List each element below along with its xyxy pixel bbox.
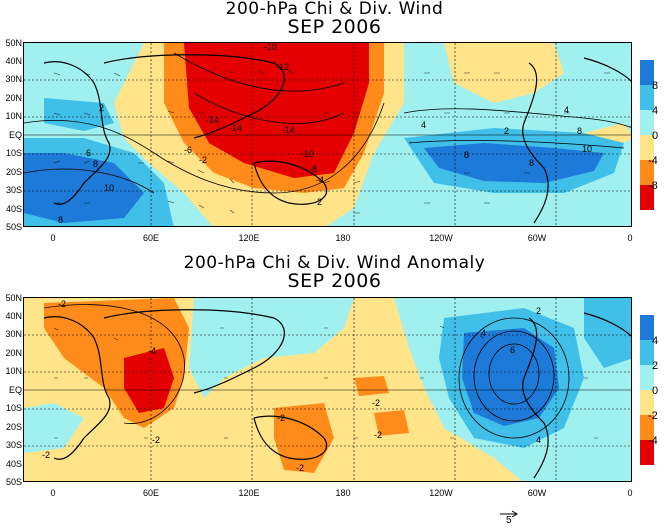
lon-label: 180 <box>335 488 351 498</box>
contour-label: 4 <box>481 328 486 338</box>
contour-label: 6 <box>510 345 515 355</box>
lat-label: 20N <box>5 348 22 358</box>
reference-vector: 5 <box>499 506 519 526</box>
lat-label: 50N <box>5 38 22 48</box>
lat-label: 20S <box>5 167 22 177</box>
panel2-contour-labels: -2 -4 -2 -2 -2 -2 -2 -2 4 6 4 2 <box>42 299 541 473</box>
lat-label: 40S <box>5 459 22 469</box>
contour-label: -10 <box>301 149 314 159</box>
contour-label: 8 <box>58 215 63 225</box>
lon-label: 0 <box>627 488 633 498</box>
contour-label: 4 <box>421 120 426 130</box>
contour-label: -8 <box>309 164 317 174</box>
contour-label: 4 <box>536 435 541 445</box>
contour-label: 8 <box>577 126 582 136</box>
contour-label: -2 <box>42 450 50 460</box>
reference-vector-label: 5 <box>506 515 512 526</box>
contour-label: -2 <box>152 435 160 445</box>
lon-label: 120W <box>429 488 453 498</box>
contour-label: 10 <box>104 183 114 193</box>
contour-label: 10 <box>582 144 592 154</box>
colorbar-label: -2 <box>648 410 658 422</box>
lon-label: 0 <box>627 233 633 243</box>
colorbar-label: 0 <box>652 385 659 397</box>
panel1-map: -10 -12 -14 -14 -14 -10 -8 -4 -2 2 6 8 1… <box>23 42 632 227</box>
contour-label: -6 <box>184 145 192 155</box>
colorbar-label: -8 <box>648 180 658 192</box>
lat-label: EQ <box>8 130 22 140</box>
panel2-title: 200-hPa Chi & Div. Wind Anomaly <box>183 253 486 273</box>
lat-label: 30S <box>5 185 22 195</box>
contour-label: -4 <box>148 346 156 356</box>
contour-label: -2 <box>58 299 66 309</box>
lon-label: 0 <box>50 233 56 243</box>
contour-label: -14 <box>282 125 295 135</box>
contour-label: -2 <box>296 463 304 473</box>
lat-label: 50S <box>5 222 22 232</box>
chi-anomaly-map: -2 -4 -2 -2 -2 -2 -2 -2 4 6 4 2 <box>24 298 631 481</box>
lon-label: 180 <box>335 233 351 243</box>
panel1-contour-labels: -10 -12 -14 -14 -14 -10 -8 -4 -2 2 6 8 1… <box>58 43 592 225</box>
contour-label: 4 <box>564 105 569 115</box>
contour-label: -10 <box>264 43 277 52</box>
contour-label: -2 <box>277 413 285 423</box>
colorbar-label: 0 <box>652 130 659 142</box>
lat-label: 10N <box>5 111 22 121</box>
lat-label: 40S <box>5 204 22 214</box>
contour-label: 2 <box>536 306 541 316</box>
lat-label: 10S <box>5 403 22 413</box>
contour-label: 2 <box>504 126 509 136</box>
panel1-colorbar <box>640 60 654 210</box>
lat-label: 30N <box>5 329 22 339</box>
lat-label: 20N <box>5 93 22 103</box>
contour-label: 6 <box>86 148 91 158</box>
lon-label: 60E <box>142 233 160 243</box>
panel2-map: -2 -4 -2 -2 -2 -2 -2 -2 4 6 4 2 <box>23 297 632 482</box>
colorbar-label: -4 <box>648 435 658 447</box>
contour-label: 8 <box>464 150 469 160</box>
contour-label: 2 <box>99 103 104 113</box>
lat-label: 40N <box>5 56 22 66</box>
contour-label: -4 <box>316 175 324 185</box>
panel2-colorbar <box>640 315 654 465</box>
reference-arrow-icon <box>500 510 518 518</box>
colorbar-label: -4 <box>648 155 658 167</box>
contour-label: -14 <box>206 115 219 125</box>
lat-label: EQ <box>8 385 22 395</box>
panel1-date: SEP 2006 <box>287 16 382 38</box>
lon-label: 0 <box>50 488 56 498</box>
contour-label: -14 <box>229 123 242 133</box>
contour-label: -2 <box>314 197 322 207</box>
lon-label: 120W <box>429 233 453 243</box>
lat-label: 50S <box>5 477 22 487</box>
contour-label: -2 <box>374 430 382 440</box>
lon-label: 60W <box>527 488 547 498</box>
contour-label: 8 <box>529 158 534 168</box>
lat-label: 50N <box>5 293 22 303</box>
lon-label: 120E <box>238 488 260 498</box>
lat-label: 20S <box>5 422 22 432</box>
lat-label: 10S <box>5 148 22 158</box>
colorbar-label: 4 <box>652 105 659 117</box>
lon-label: 60W <box>527 233 547 243</box>
chi-total-map: -10 -12 -14 -14 -14 -10 -8 -4 -2 2 6 8 1… <box>24 43 631 226</box>
colorbar-label: 8 <box>652 80 659 92</box>
panel2-date: SEP 2006 <box>287 270 382 292</box>
lat-label: 30S <box>5 440 22 450</box>
contour-label: -2 <box>372 398 380 408</box>
lat-label: 30N <box>5 74 22 84</box>
contour-label: -12 <box>276 62 289 72</box>
contour-label: 8 <box>93 159 98 169</box>
colorbar-label: 2 <box>652 360 659 372</box>
panel1-title: 200-hPa Chi & Div. Wind <box>225 0 444 19</box>
lon-label: 60E <box>142 488 160 498</box>
lon-label: 120E <box>238 233 260 243</box>
lat-label: 40N <box>5 311 22 321</box>
lat-label: 10N <box>5 366 22 376</box>
colorbar-label: 4 <box>652 335 659 347</box>
contour-label: -2 <box>199 155 207 165</box>
